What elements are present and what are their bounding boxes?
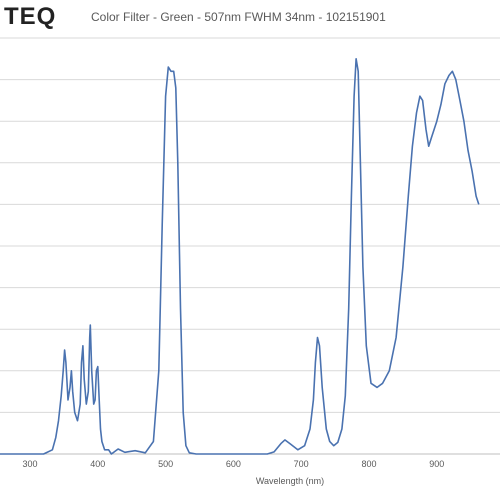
x-tick-label: 400 — [90, 459, 105, 469]
x-tick-label: 900 — [429, 459, 444, 469]
x-tick-label: 300 — [22, 459, 37, 469]
x-tick-label: 600 — [226, 459, 241, 469]
x-tick-label: 500 — [158, 459, 173, 469]
x-tick-label: 700 — [294, 459, 309, 469]
brand-logo: TEQ — [4, 3, 57, 30]
x-tick-label: 800 — [361, 459, 376, 469]
series-line — [0, 58, 480, 455]
x-axis-label: Wavelength (nm) — [256, 476, 324, 486]
chart-title: Color Filter - Green - 507nm FWHM 34nm -… — [91, 10, 386, 24]
